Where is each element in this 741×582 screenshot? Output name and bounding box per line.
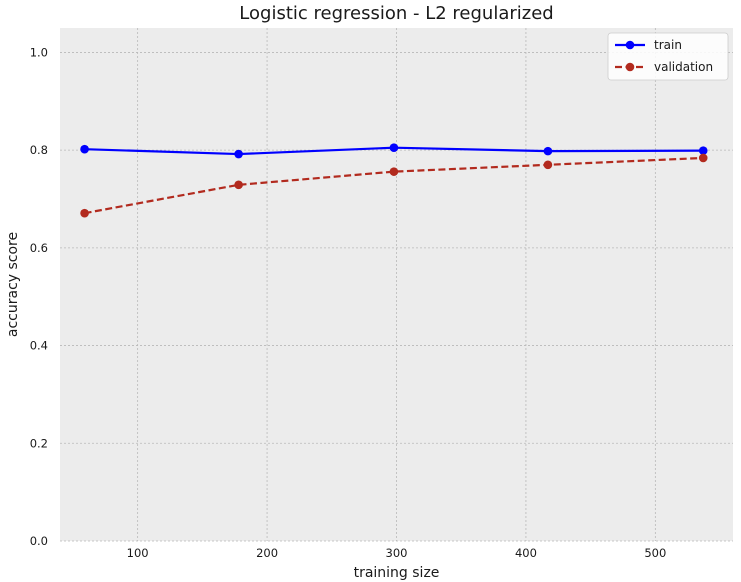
legend-marker-train [625,40,635,50]
data-point-validation [389,167,399,176]
legend: train validation [607,32,729,81]
data-point-validation [80,208,89,218]
series-train [80,143,708,159]
legend-label-train: train [654,38,682,52]
x-tick-label: 100 [127,546,149,560]
legend-label-validation: validation [654,60,713,74]
y-tick-label: 0.2 [30,436,48,450]
legend-marker-validation [625,62,635,72]
x-tick-label: 500 [644,546,666,560]
series-validation [80,153,708,218]
y-tick-label: 1.0 [30,45,48,59]
data-point-train [543,146,553,156]
series-layer [80,143,708,218]
y-tick-label: 0.6 [30,241,48,255]
x-tick-label: 200 [256,546,278,560]
y-tick-label: 0.4 [30,339,48,353]
x-tick-label: 300 [386,546,408,560]
x-axis-label: training size [354,565,440,581]
tick-labels: 100 200 300 400 500 0.0 0.2 0.4 0.6 0.8 1.0 [30,45,667,560]
y-tick-label: 0.0 [30,534,48,548]
data-point-validation [234,180,243,190]
x-tick-label: 400 [515,546,537,560]
data-point-validation [698,153,708,163]
data-point-validation [543,160,553,170]
data-point-train [389,143,399,152]
y-tick-label: 0.8 [30,143,48,157]
data-point-train [698,146,708,155]
series-line-validation [84,156,704,215]
chart-title: Logistic regression - L2 regularized [239,3,553,24]
data-point-train [80,144,89,154]
data-point-train [234,149,243,159]
y-axis-label: accuracy score [5,232,21,337]
